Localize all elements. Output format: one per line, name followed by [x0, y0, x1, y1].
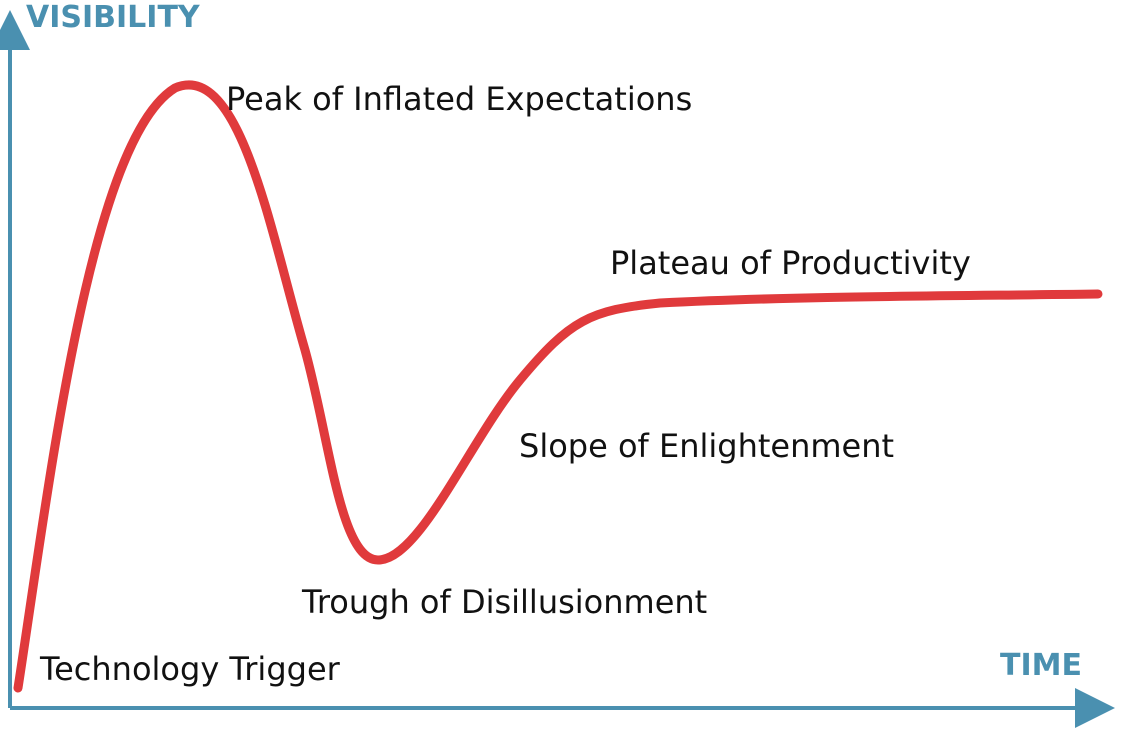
x-axis-title: TIME: [1000, 648, 1082, 683]
phase-label-trough: Trough of Disillusionment: [301, 583, 707, 621]
hype-cycle-curve: [13, 80, 1103, 693]
phase-label-peak: Peak of Inflated Expectations: [226, 80, 692, 118]
phase-label-trigger: Technology Trigger: [39, 650, 341, 688]
phase-label-slope: Slope of Enlightenment: [519, 427, 894, 465]
phase-label-plateau: Plateau of Productivity: [610, 244, 971, 282]
y-axis-title: VISIBILITY: [26, 0, 201, 35]
